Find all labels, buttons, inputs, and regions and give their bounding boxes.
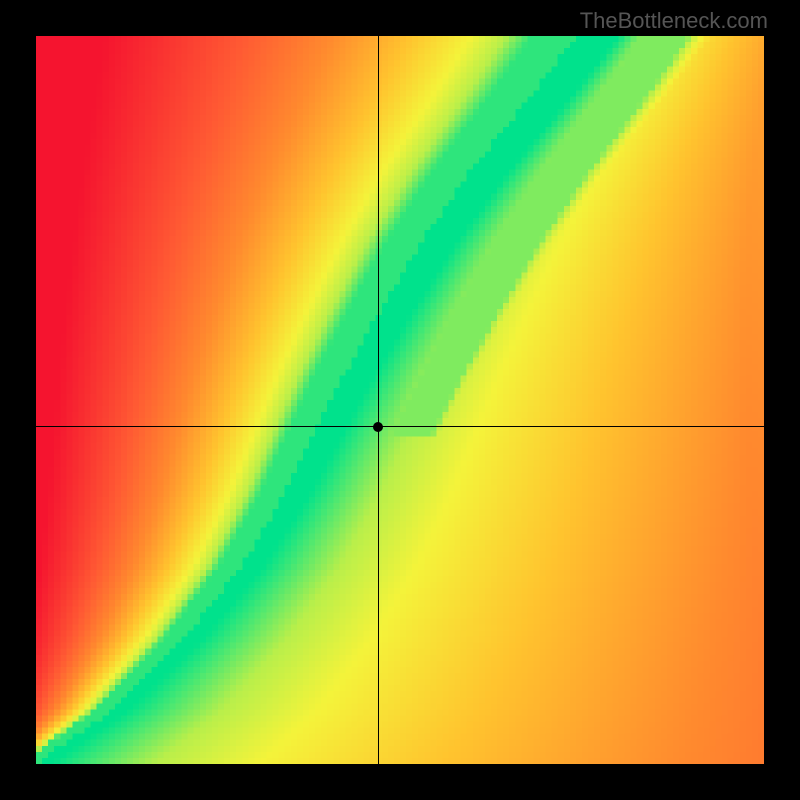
heatmap-canvas bbox=[36, 36, 764, 764]
crosshair-vertical bbox=[378, 36, 379, 764]
chart-container: TheBottleneck.com bbox=[0, 0, 800, 800]
watermark-text: TheBottleneck.com bbox=[580, 8, 768, 34]
crosshair-horizontal bbox=[36, 426, 764, 427]
